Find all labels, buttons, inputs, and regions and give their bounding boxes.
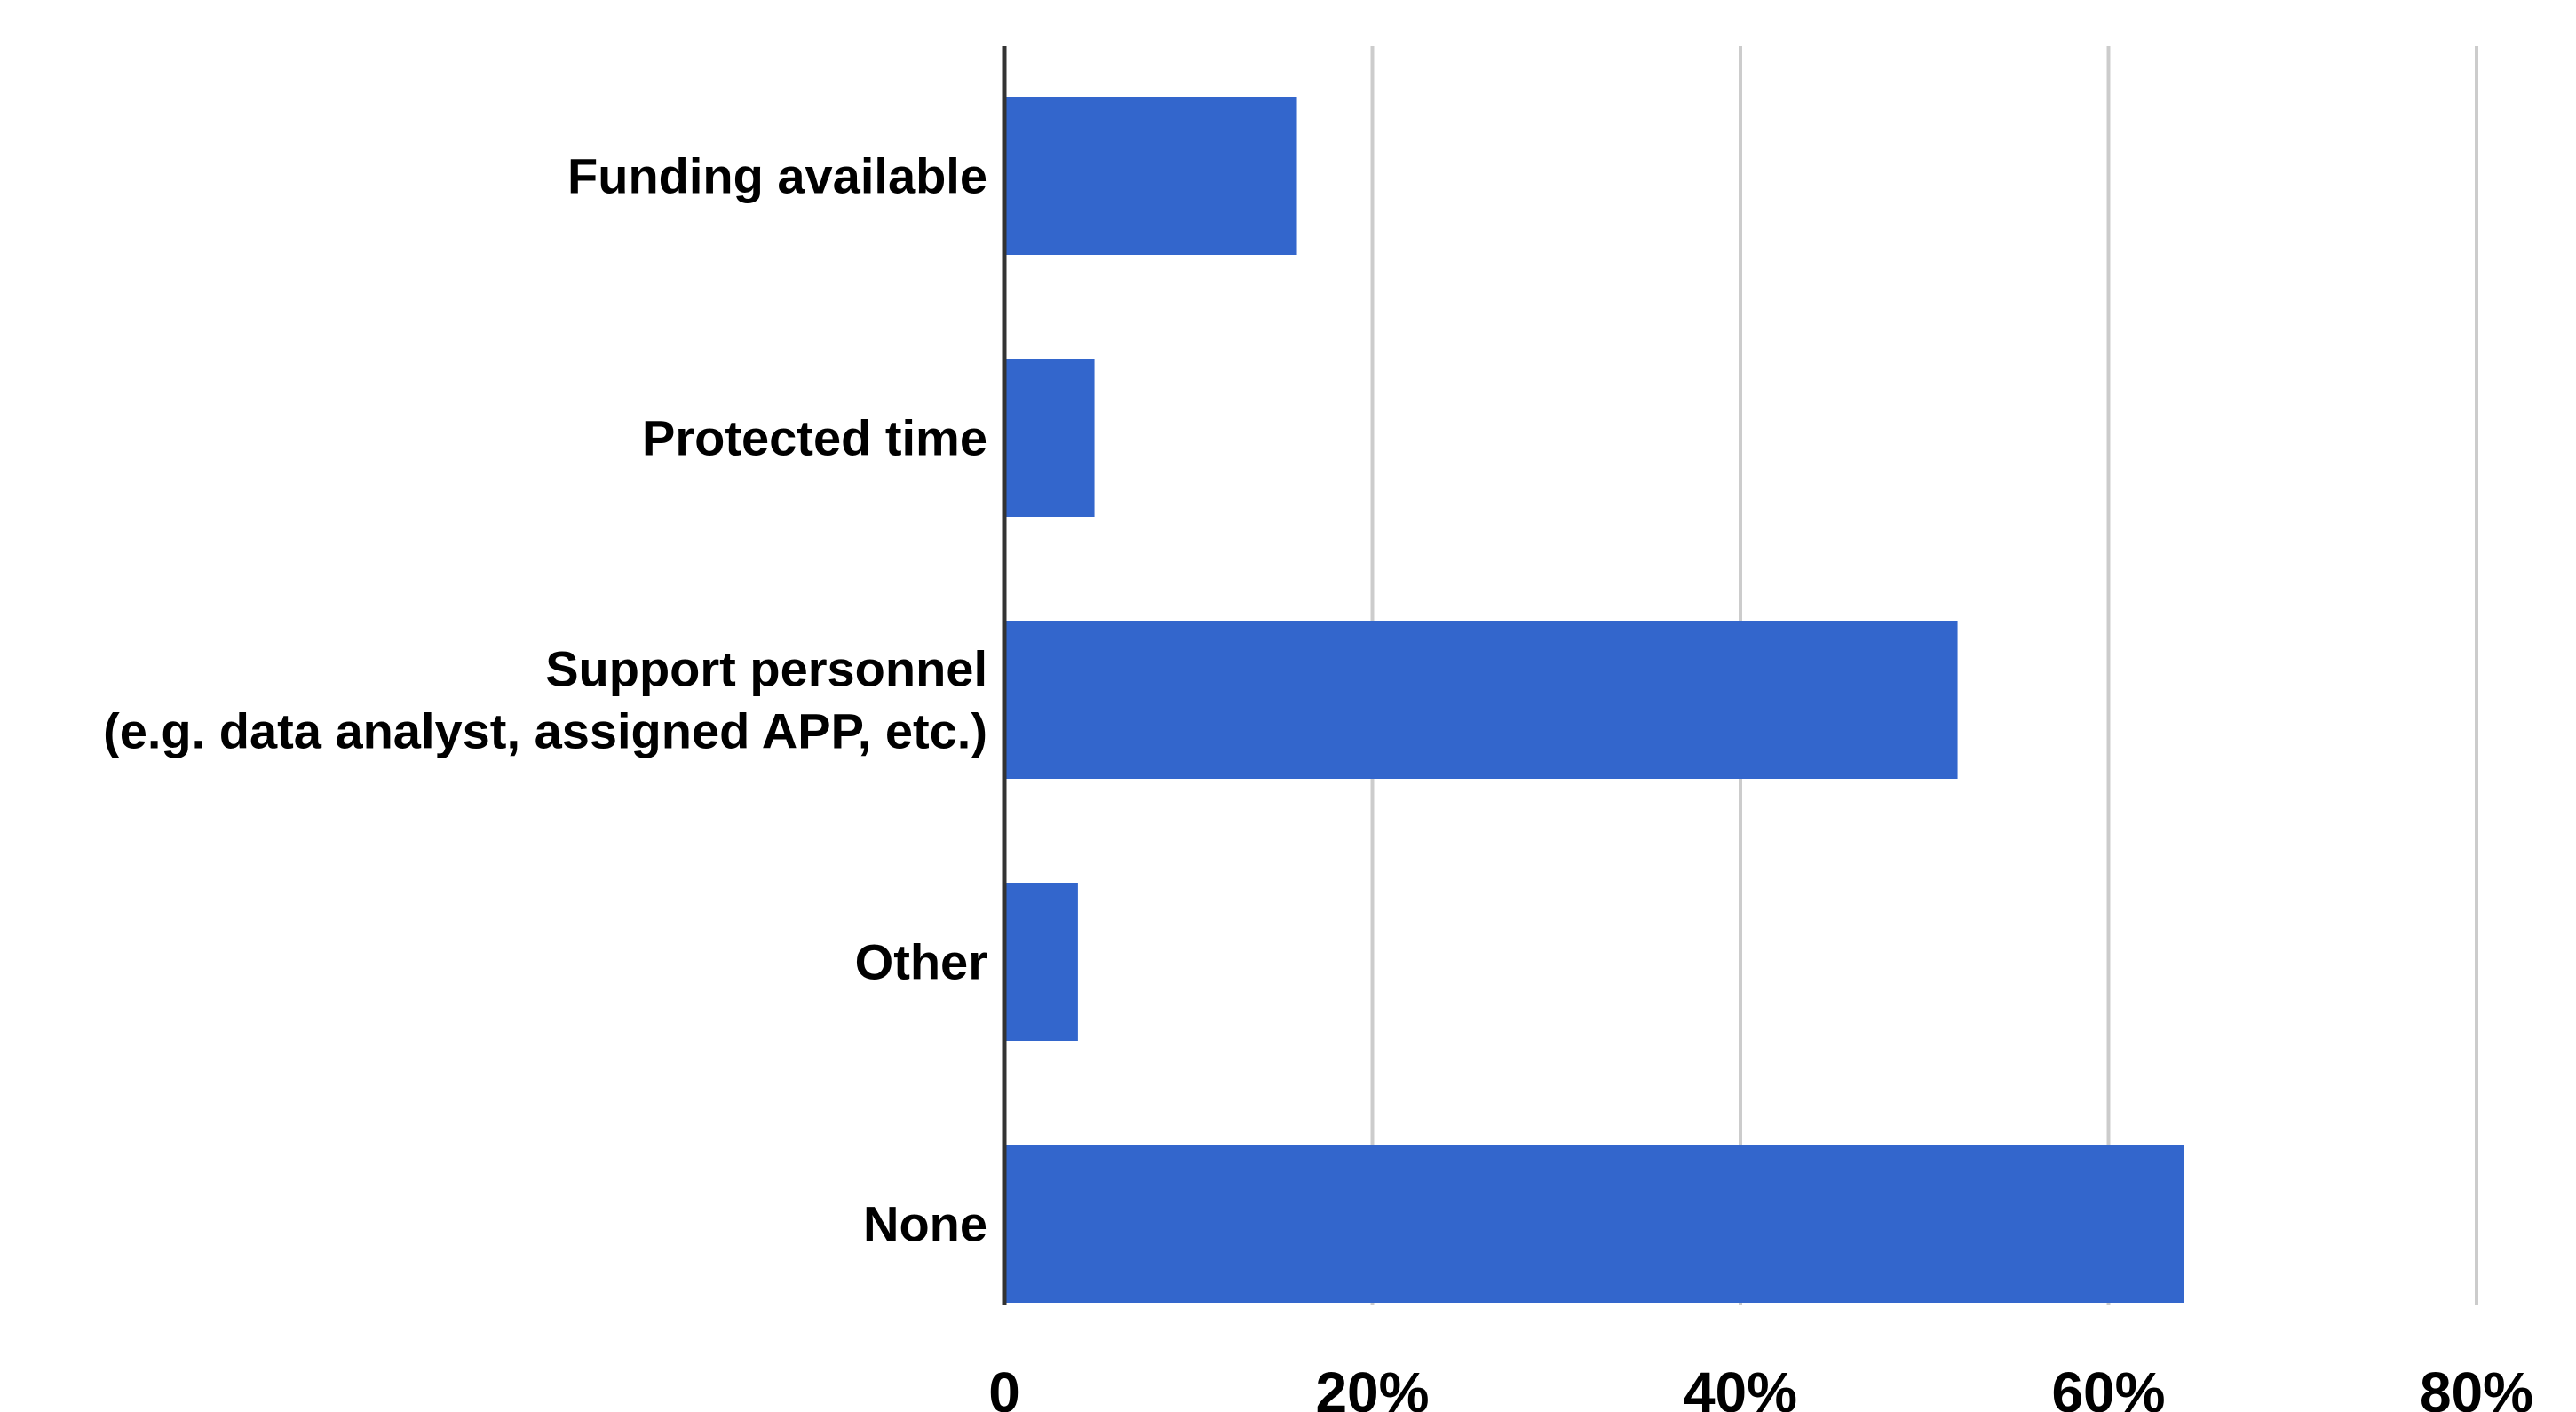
- x-tick-label-0: 0: [988, 1360, 1020, 1412]
- category-label-4: None: [863, 1196, 987, 1252]
- category-label-3: Other: [855, 934, 987, 990]
- x-axis-tick-labels: 0 20% 40% 60% 80%: [988, 1360, 2533, 1412]
- bar-0: [1004, 97, 1297, 255]
- category-label-2-line-1: (e.g. data analyst, assigned APP, etc.): [103, 703, 987, 759]
- bars: [1004, 97, 2184, 1303]
- category-labels: Funding available Protected time Support p…: [103, 148, 987, 1252]
- bar-3: [1004, 883, 1078, 1041]
- x-tick-label-2: 40%: [1684, 1360, 1797, 1412]
- category-label-0: Funding available: [567, 148, 987, 204]
- x-tick-label-3: 60%: [2051, 1360, 2165, 1412]
- category-label-1: Protected time: [642, 410, 987, 466]
- x-tick-label-4: 80%: [2420, 1360, 2533, 1412]
- category-label-2-line-0: Support personnel: [545, 641, 987, 697]
- x-tick-label-1: 20%: [1315, 1360, 1429, 1412]
- bar-1: [1004, 359, 1095, 517]
- bar-2: [1004, 621, 1958, 779]
- bar-4: [1004, 1145, 2184, 1303]
